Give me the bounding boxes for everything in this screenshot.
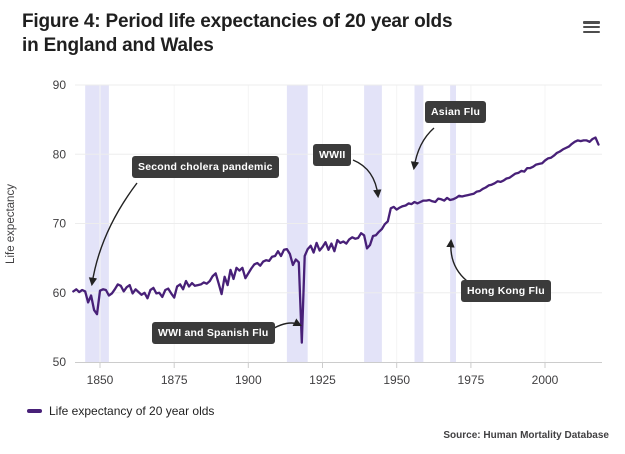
annotation-arrows xyxy=(88,127,468,332)
life-expectancy-line[interactable] xyxy=(72,136,600,344)
legend[interactable]: Life expectancy of 20 year olds xyxy=(27,404,214,418)
chart-title: Figure 4: Period life expectancies of 20… xyxy=(22,10,582,58)
y-axis-title: Life expectancy xyxy=(5,184,17,264)
chart-title-line-1: Figure 4: Period life expectancies of 20… xyxy=(22,11,453,32)
x-tick-label: 1925 xyxy=(309,373,336,387)
y-tick-label: 90 xyxy=(53,78,67,92)
chart-annotation: WWI and Spanish Flu xyxy=(152,322,275,345)
y-tick-label: 70 xyxy=(53,217,67,231)
annotation-arrow xyxy=(410,127,435,171)
x-tick-label: 1950 xyxy=(383,373,410,387)
gridlines xyxy=(75,84,602,362)
legend-label: Life expectancy of 20 year olds xyxy=(49,404,215,418)
x-tick-label: 2000 xyxy=(532,373,559,387)
hamburger-menu-icon[interactable] xyxy=(583,21,601,34)
x-tick-label: 1975 xyxy=(458,373,485,387)
x-tick-label: 1900 xyxy=(235,373,262,387)
x-tick-label: 1850 xyxy=(87,373,114,387)
chart-annotation: WWII xyxy=(313,144,352,167)
annotation-arrow xyxy=(446,238,468,282)
chart-title-line-2: in England and Wales xyxy=(22,35,214,56)
y-tick-label: 80 xyxy=(53,147,67,161)
annotation-arrow xyxy=(352,159,382,199)
axis-labels: 1850 1875 1900 1925 1950 1975 2000 50 60 70 80 90 Li… xyxy=(5,78,559,387)
chart-annotation: Asian Flu xyxy=(425,101,487,124)
source-credit: Source: Human Mortality Database xyxy=(443,430,609,441)
legend-line-swatch xyxy=(27,409,42,413)
chart-annotation: Second cholera pandemic xyxy=(132,156,279,179)
x-tick-label: 1875 xyxy=(161,373,188,387)
axes xyxy=(75,362,602,368)
chart-annotation: Hong Kong Flu xyxy=(461,280,551,303)
y-tick-label: 60 xyxy=(53,286,67,300)
series-line[interactable] xyxy=(72,136,600,344)
annotation-arrow xyxy=(88,182,138,287)
y-tick-label: 50 xyxy=(53,355,67,369)
